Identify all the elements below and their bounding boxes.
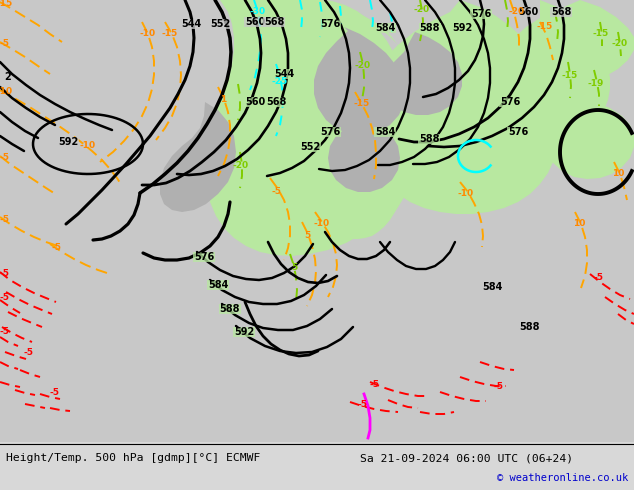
Text: -5: -5 <box>0 327 10 337</box>
Text: -20: -20 <box>509 7 525 17</box>
Text: 592: 592 <box>234 327 254 337</box>
Polygon shape <box>328 122 400 192</box>
Text: -15: -15 <box>537 23 553 31</box>
Text: 568: 568 <box>264 17 284 27</box>
Text: -10: -10 <box>314 220 330 228</box>
Text: 560: 560 <box>518 7 538 17</box>
Text: 5: 5 <box>291 264 297 272</box>
Text: -10: -10 <box>458 190 474 198</box>
Polygon shape <box>204 0 414 256</box>
Text: 584: 584 <box>208 280 228 290</box>
Text: -10: -10 <box>140 29 156 39</box>
Text: -5: -5 <box>0 293 10 301</box>
Text: 1: 1 <box>220 96 226 104</box>
Text: 584: 584 <box>375 127 395 137</box>
Text: 576: 576 <box>320 19 340 29</box>
Text: -5: -5 <box>50 388 60 396</box>
Text: -5: -5 <box>370 379 380 389</box>
Text: -5: -5 <box>0 215 10 223</box>
Text: 576: 576 <box>471 9 491 19</box>
Text: -10: -10 <box>80 142 96 150</box>
Text: -20: -20 <box>612 40 628 49</box>
Text: 584: 584 <box>482 282 502 292</box>
Text: -20: -20 <box>355 62 371 71</box>
Polygon shape <box>492 0 610 139</box>
Polygon shape <box>386 32 462 115</box>
Text: 592: 592 <box>58 137 78 147</box>
Text: -15: -15 <box>562 72 578 80</box>
Polygon shape <box>314 27 405 135</box>
Text: -19: -19 <box>588 79 604 89</box>
Text: -5: -5 <box>493 382 503 391</box>
Polygon shape <box>544 87 634 179</box>
Text: 544: 544 <box>181 19 201 29</box>
Text: -5: -5 <box>51 244 61 252</box>
Text: 560: 560 <box>245 17 265 27</box>
Text: Sa 21-09-2024 06:00 UTC (06+24): Sa 21-09-2024 06:00 UTC (06+24) <box>360 453 573 463</box>
Text: 2: 2 <box>4 72 11 82</box>
Text: 568: 568 <box>266 97 286 107</box>
Text: -15: -15 <box>162 29 178 39</box>
Text: 5: 5 <box>304 230 310 240</box>
Text: 10: 10 <box>573 220 585 228</box>
Text: -5: -5 <box>0 153 10 163</box>
Text: -5: -5 <box>593 273 603 283</box>
Text: 588: 588 <box>420 23 440 33</box>
Text: 552: 552 <box>300 142 320 152</box>
Text: -15: -15 <box>593 29 609 39</box>
Polygon shape <box>388 45 560 214</box>
Text: 584: 584 <box>375 23 395 33</box>
Text: 552: 552 <box>210 19 230 29</box>
Text: 588: 588 <box>220 304 240 314</box>
Text: 588: 588 <box>418 134 439 144</box>
Text: 576: 576 <box>508 127 528 137</box>
Text: -15: -15 <box>354 99 370 108</box>
Text: 544: 544 <box>274 69 294 79</box>
Text: 560: 560 <box>245 97 265 107</box>
Polygon shape <box>366 0 552 185</box>
Text: -5: -5 <box>0 40 10 49</box>
Text: -10: -10 <box>0 88 13 97</box>
Text: -25: -25 <box>272 77 288 87</box>
Text: 576: 576 <box>500 97 520 107</box>
Text: -5: -5 <box>357 399 367 409</box>
Text: -15: -15 <box>0 0 13 8</box>
Text: -30: -30 <box>250 7 266 17</box>
Polygon shape <box>303 0 430 239</box>
Text: 10: 10 <box>612 170 624 178</box>
Text: -5: -5 <box>23 347 33 357</box>
Text: -20: -20 <box>414 5 430 15</box>
Text: 588: 588 <box>520 322 540 332</box>
Text: 576: 576 <box>194 252 214 262</box>
Text: 576: 576 <box>320 127 340 137</box>
Text: 568: 568 <box>551 7 571 17</box>
Text: 592: 592 <box>452 23 472 33</box>
Text: -20: -20 <box>233 162 249 171</box>
Text: -5: -5 <box>0 270 10 278</box>
Text: © weatheronline.co.uk: © weatheronline.co.uk <box>497 473 628 483</box>
Polygon shape <box>534 0 634 82</box>
Text: Height/Temp. 500 hPa [gdmp][°C] ECMWF: Height/Temp. 500 hPa [gdmp][°C] ECMWF <box>6 453 261 463</box>
Polygon shape <box>160 102 236 212</box>
Text: -5: -5 <box>271 188 281 196</box>
